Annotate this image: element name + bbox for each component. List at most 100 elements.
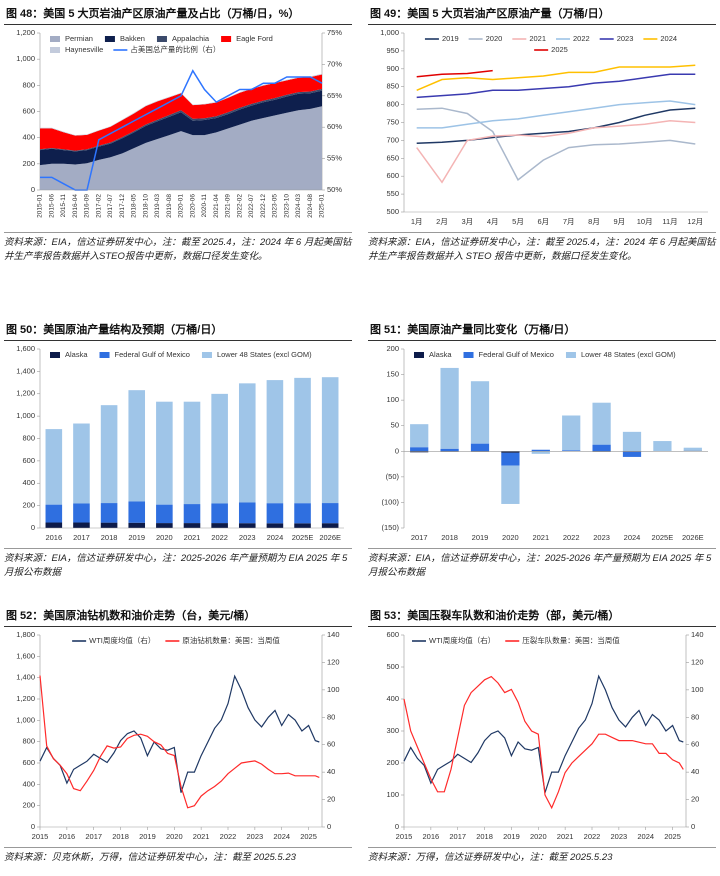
- area: [40, 106, 322, 190]
- y-tick-label: 150: [386, 370, 399, 379]
- bar: [501, 451, 520, 453]
- legend-label: 2022: [573, 34, 590, 43]
- x-tick-label: 2022-07: [248, 194, 255, 218]
- y-tick-label: 200: [386, 758, 399, 767]
- y-tick-label: 300: [386, 726, 399, 735]
- legend-symbol: [565, 352, 576, 358]
- x-tick-label: 2019: [472, 533, 489, 542]
- y-tick-label: 800: [386, 100, 399, 109]
- bar: [183, 504, 201, 524]
- legend-label: 2023: [617, 34, 634, 43]
- x-tick-label: 2019: [139, 832, 156, 841]
- y-tick-label: 500: [386, 207, 399, 216]
- y-tick-label: 1,800: [16, 630, 35, 639]
- legend-label: 2020: [486, 34, 503, 43]
- legend-label: 2021: [529, 34, 546, 43]
- bar: [321, 503, 339, 524]
- bar: [622, 431, 642, 452]
- y-tick-label: 950: [386, 46, 399, 55]
- bar: [470, 443, 490, 452]
- y-tick-label: 1,000: [16, 54, 35, 63]
- x-tick-label: 2018: [476, 832, 493, 841]
- series-line: [416, 107, 696, 181]
- x-tick-label: 2020: [156, 533, 173, 542]
- y2-tick-label: 60%: [327, 122, 342, 131]
- y-tick-label: 200: [22, 801, 35, 810]
- chart: 500 550 600 650 700 750 800 850 900 950 1,000 1月 2月 3…: [380, 28, 708, 226]
- x-tick-label: 2023: [593, 533, 610, 542]
- panel: 图 51：美国原油产量同比变化（万桶/日） (150) (100) (50) 0 50 1…: [368, 318, 716, 580]
- x-tick-label: 1月: [411, 217, 423, 226]
- x-tick-label: 4月: [487, 217, 499, 226]
- y-tick-label: 850: [386, 82, 399, 91]
- x-tick-label: 2021: [557, 832, 574, 841]
- y-tick-label: 1,400: [16, 673, 35, 682]
- panel: 图 50：美国原油产量结构及预期（万桶/日） 0 200 400 600 800 1,00…: [4, 318, 352, 580]
- x-tick-label: 2022: [220, 832, 237, 841]
- x-tick-label: 2023: [247, 832, 264, 841]
- y-tick-label: 600: [22, 456, 35, 465]
- y-tick-label: 1,600: [16, 651, 35, 660]
- y-tick-label: 800: [22, 737, 35, 746]
- y2-tick-label: 60: [691, 740, 699, 749]
- y-tick-label: 0: [31, 523, 35, 532]
- bar: [321, 377, 339, 504]
- y-tick-label: 600: [22, 106, 35, 115]
- x-tick-label: 12月: [687, 217, 703, 226]
- y-tick-label: 400: [22, 779, 35, 788]
- x-tick-label: 2024: [637, 832, 654, 841]
- bar: [183, 523, 201, 528]
- x-tick-label: 2015: [396, 832, 413, 841]
- x-tick-label: 2020-01: [178, 194, 185, 218]
- bar: [410, 424, 429, 448]
- series-line: [416, 64, 696, 91]
- bar: [440, 367, 459, 449]
- x-tick-label: 2025E: [292, 533, 314, 542]
- y2-tick-label: 0: [691, 822, 695, 831]
- figure-title: 图 50：美国原油产量结构及预期（万桶/日）: [4, 318, 352, 341]
- x-tick-label: 2021: [193, 832, 210, 841]
- figure-title: 图 52：美国原油钻机数和油价走势（台，美元/桶）: [4, 604, 352, 627]
- y-tick-label: 1,000: [380, 28, 399, 37]
- y-tick-label: 100: [386, 790, 399, 799]
- y2-tick-label: 120: [327, 657, 340, 666]
- bar: [73, 522, 90, 528]
- bar: [622, 451, 642, 457]
- y-tick-label: 0: [395, 822, 399, 831]
- bar: [592, 444, 611, 452]
- y-tick-label: 600: [22, 758, 35, 767]
- x-tick-label: 2021: [184, 533, 201, 542]
- y-tick-label: 500: [386, 662, 399, 671]
- x-tick-label: 2017: [73, 533, 90, 542]
- y-tick-label: 700: [386, 135, 399, 144]
- source-note: 资料来源：万得，信达证券研发中心，注：截至 2025.5.23: [368, 847, 716, 865]
- y-tick-label: 1,000: [16, 715, 35, 724]
- bar: [73, 423, 90, 504]
- bar: [470, 381, 490, 444]
- bar: [156, 504, 173, 524]
- legend-symbol: [156, 36, 167, 42]
- chart: 0 100 200 300 400 500 600 0 20 40 60 80 100 120 140 201…: [386, 630, 703, 841]
- series-line: [416, 119, 696, 184]
- x-tick-label: 2017: [85, 832, 102, 841]
- y2-tick-label: 75%: [327, 28, 342, 37]
- legend-label: Alaska: [429, 350, 452, 359]
- bar: [156, 401, 173, 505]
- y-tick-label: 400: [22, 478, 35, 487]
- y2-tick-label: 40: [327, 767, 335, 776]
- bar: [410, 451, 429, 453]
- legend-label: Haynesville: [65, 45, 103, 54]
- x-tick-label: 2023: [611, 832, 628, 841]
- x-tick-label: 7月: [563, 217, 575, 226]
- x-tick-label: 2026E: [319, 533, 341, 542]
- x-tick-label: 2025E: [652, 533, 674, 542]
- x-tick-label: 2015: [32, 832, 49, 841]
- panel: 图 48：美国 5 大页岩油产区原油产量及占比（万桶/日，%） 0 200 400 6…: [4, 2, 352, 264]
- y-tick-label: 1,200: [16, 389, 35, 398]
- legend-label: 占美国总产量的比例（右）: [130, 44, 220, 54]
- x-tick-label: 2020: [166, 832, 183, 841]
- x-tick-label: 2022-12: [260, 194, 267, 218]
- y-tick-label: 1,200: [16, 694, 35, 703]
- y-tick-label: 550: [386, 189, 399, 198]
